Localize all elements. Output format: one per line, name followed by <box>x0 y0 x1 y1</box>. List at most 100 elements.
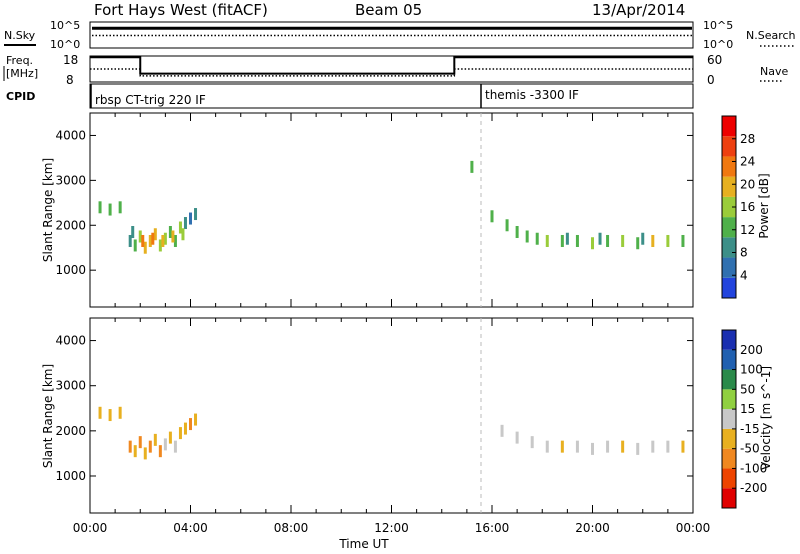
vel-cbar-label-3: 15 <box>740 402 755 416</box>
vel-point-20 <box>545 440 549 453</box>
vel-point-15 <box>108 409 112 422</box>
power-cbar-seg-0 <box>722 277 736 298</box>
power-point-31 <box>575 234 579 247</box>
vel-cbar-seg-2 <box>722 448 736 469</box>
power-cbar-label-0: 28 <box>740 132 755 146</box>
vel-point-23 <box>591 442 594 455</box>
vel-ytick-label-0: 1000 <box>55 469 86 483</box>
x-tick-label-6: 00:00 <box>676 521 711 535</box>
power-point-18 <box>171 230 175 243</box>
power-point-22 <box>118 201 122 214</box>
power-ytick-label-2: 3000 <box>55 173 86 187</box>
power-cbar-seg-1 <box>722 257 736 278</box>
power-point-4 <box>148 234 152 247</box>
x-tick-label-0: 00:00 <box>73 521 108 535</box>
vel-point-13 <box>194 413 198 426</box>
power-point-35 <box>636 237 640 250</box>
power-point-26 <box>515 226 519 239</box>
vel-point-21 <box>560 440 564 453</box>
x-axis-title: Time UT <box>338 537 389 551</box>
vel-point-5 <box>153 433 157 446</box>
x-tick-label-2: 08:00 <box>274 521 309 535</box>
vel-point-22 <box>575 440 579 453</box>
vel-ytick-label-2: 3000 <box>55 379 86 393</box>
station-title: Fort Hays West (fitACF) <box>94 1 268 19</box>
power-point-11 <box>183 217 187 230</box>
power-point-29 <box>545 234 549 247</box>
vel-cbar-label-5: -50 <box>740 442 760 456</box>
noise-search-label: N.Search <box>746 29 796 42</box>
power-point-25 <box>505 219 509 232</box>
vel-point-17 <box>500 424 504 437</box>
power-cbar-seg-8 <box>722 116 736 137</box>
vel-point-8 <box>168 431 172 444</box>
power-cbar-seg-4 <box>722 196 736 218</box>
vel-point-28 <box>666 440 670 453</box>
vel-cbar-frame <box>721 329 737 509</box>
velocity-colorbar: 200 100 50 15 -15 -50 -100 -200 Velocity [m s^-… <box>721 329 773 509</box>
freq-tick-bottom: 8 <box>66 73 74 87</box>
x-tick-label-5: 20:00 <box>575 521 610 535</box>
vel-cbar-label-6: -100 <box>740 461 767 475</box>
power-point-3 <box>143 241 147 254</box>
noise-left-tick-top: 10^5 <box>50 19 80 32</box>
vel-point-27 <box>651 440 655 453</box>
power-point-13 <box>194 208 198 221</box>
freq-label-line1: Freq. <box>6 54 33 67</box>
power-cbar-label-3: 16 <box>740 200 755 214</box>
vel-point-0 <box>128 440 132 453</box>
power-point-24 <box>490 210 494 223</box>
vel-point-25 <box>621 440 625 453</box>
velocity-colorbar-label: Velocity [m s^-1] <box>759 366 773 470</box>
vel-point-7 <box>163 438 167 451</box>
vel-point-9 <box>173 440 177 453</box>
vel-point-10 <box>178 427 182 440</box>
freq-panel: Freq. [MHz] 18 8 60 0 Nave <box>3 53 788 87</box>
power-point-41 <box>641 232 645 245</box>
x-tick-label-3: 12:00 <box>374 521 409 535</box>
power-point-19 <box>181 228 185 241</box>
power-point-27 <box>525 230 529 243</box>
freq-tick-top: 18 <box>63 53 78 67</box>
power-point-5 <box>153 228 157 241</box>
power-point-21 <box>108 203 112 216</box>
power-cbar-label-4: 12 <box>740 223 755 237</box>
power-point-0 <box>128 234 132 247</box>
nave-label: Nave <box>760 65 788 78</box>
beam-label: Beam 05 <box>355 1 422 19</box>
vel-cbar-seg-7 <box>722 349 736 370</box>
noise-right-tick-bottom: 10^0 <box>703 38 733 51</box>
power-point-12 <box>189 212 192 225</box>
power-point-14 <box>131 226 135 239</box>
power-y-axis-title: Slant Range [km] <box>41 158 55 262</box>
vel-cbar-label-1: 100 <box>740 363 763 377</box>
power-point-36 <box>651 234 655 247</box>
vel-cbar-seg-0 <box>722 488 736 508</box>
power-point-8 <box>168 226 172 239</box>
x-tick-label-1: 04:00 <box>173 521 208 535</box>
power-cbar-label-1: 24 <box>740 155 755 169</box>
vel-point-24 <box>606 440 610 453</box>
vel-cbar-label-2: 50 <box>740 382 755 396</box>
noise-left-tick-bottom: 10^0 <box>50 38 80 51</box>
cpid-label: CPID <box>6 90 35 103</box>
vel-point-12 <box>189 418 192 431</box>
power-colorbar: 28 24 20 16 12 8 4 Power [dB] <box>721 115 771 299</box>
power-ytick-label-1: 2000 <box>55 218 86 232</box>
power-cbar-label-2: 20 <box>740 177 755 191</box>
x-tick-label-4: 16:00 <box>475 521 510 535</box>
freq-label-line2: [MHz] <box>6 67 38 80</box>
vel-point-16 <box>118 406 122 419</box>
power-cbar-label-5: 8 <box>740 246 748 260</box>
vel-cbar-label-4: -15 <box>740 422 760 436</box>
power-point-33 <box>606 234 610 247</box>
power-point-30 <box>560 234 564 247</box>
vel-cbar-seg-4 <box>722 409 736 429</box>
noise-right-tick-top: 10^5 <box>703 19 733 32</box>
vel-ytick-label-3: 4000 <box>55 334 86 348</box>
power-point-20 <box>98 201 102 214</box>
power-panel: Slant Range [km] 1000 2000 3000 4000 <box>41 112 694 308</box>
cpid-panel: CPID rbsp CT-trig 220 IF themis -3300 IF <box>6 83 694 109</box>
date-label: 13/Apr/2014 <box>592 1 685 19</box>
